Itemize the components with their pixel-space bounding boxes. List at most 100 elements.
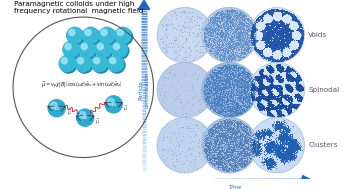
Point — [284, 86, 289, 89]
Circle shape — [111, 41, 127, 57]
Point — [229, 33, 235, 36]
Point — [233, 108, 239, 111]
Point — [214, 81, 220, 84]
Point — [249, 42, 255, 45]
Point — [233, 100, 239, 103]
Point — [256, 142, 261, 145]
Circle shape — [77, 109, 94, 126]
Point — [288, 96, 294, 99]
Point — [278, 131, 284, 134]
Point — [163, 23, 169, 26]
Point — [226, 20, 232, 23]
Point — [286, 141, 292, 144]
Point — [257, 52, 263, 55]
Point — [223, 72, 228, 75]
Point — [296, 21, 302, 24]
Point — [212, 93, 218, 96]
Point — [244, 79, 249, 82]
Point — [187, 110, 193, 113]
Point — [203, 80, 208, 83]
Point — [268, 133, 273, 136]
Point — [260, 39, 266, 42]
Point — [293, 147, 299, 150]
Point — [280, 137, 285, 140]
Point — [224, 9, 230, 12]
Point — [293, 49, 298, 52]
Point — [256, 102, 262, 105]
Point — [241, 70, 247, 73]
Point — [261, 34, 267, 37]
Point — [203, 35, 208, 38]
Point — [237, 56, 243, 59]
Point — [229, 45, 234, 48]
Point — [232, 152, 238, 155]
Point — [284, 85, 290, 88]
Point — [256, 104, 261, 107]
Point — [246, 42, 252, 45]
Point — [214, 24, 220, 27]
Point — [241, 89, 247, 92]
Point — [268, 91, 274, 94]
Point — [267, 147, 273, 150]
Point — [240, 24, 246, 27]
Point — [274, 64, 280, 67]
Point — [270, 19, 276, 22]
Point — [243, 27, 249, 30]
Point — [210, 147, 216, 150]
Point — [261, 156, 267, 160]
Point — [227, 40, 233, 43]
Point — [211, 105, 216, 108]
Point — [276, 69, 282, 72]
Point — [282, 68, 288, 71]
Point — [233, 18, 238, 21]
Point — [219, 146, 224, 149]
Point — [204, 35, 210, 38]
Point — [278, 50, 284, 53]
Point — [222, 69, 228, 72]
Point — [215, 82, 221, 85]
Point — [232, 163, 237, 166]
Point — [264, 146, 270, 149]
Point — [212, 139, 218, 142]
Point — [202, 35, 208, 38]
Point — [238, 51, 244, 54]
Point — [287, 36, 293, 40]
Point — [228, 54, 234, 57]
Point — [262, 98, 268, 101]
Point — [262, 96, 268, 99]
Point — [272, 129, 278, 132]
Point — [265, 159, 271, 162]
Point — [250, 24, 256, 27]
Point — [266, 29, 272, 32]
Point — [208, 31, 214, 34]
Point — [285, 88, 291, 91]
Point — [216, 88, 222, 91]
Point — [243, 146, 249, 149]
Point — [268, 158, 274, 161]
Point — [213, 24, 219, 27]
Point — [216, 87, 221, 90]
Point — [244, 88, 250, 91]
Point — [269, 160, 275, 163]
Point — [297, 45, 302, 48]
Point — [295, 18, 301, 21]
Point — [276, 24, 282, 27]
Point — [227, 146, 233, 149]
Point — [237, 98, 243, 101]
Point — [291, 52, 297, 55]
Point — [234, 106, 240, 109]
Point — [229, 145, 234, 148]
Point — [221, 54, 227, 57]
Point — [217, 121, 223, 124]
Point — [213, 79, 219, 82]
Point — [282, 29, 288, 32]
Point — [279, 38, 285, 41]
Point — [228, 166, 234, 169]
Point — [215, 145, 221, 148]
Point — [274, 83, 280, 86]
Point — [223, 113, 229, 116]
Point — [208, 74, 214, 77]
Point — [218, 79, 224, 82]
Point — [223, 29, 229, 32]
Point — [215, 163, 221, 166]
